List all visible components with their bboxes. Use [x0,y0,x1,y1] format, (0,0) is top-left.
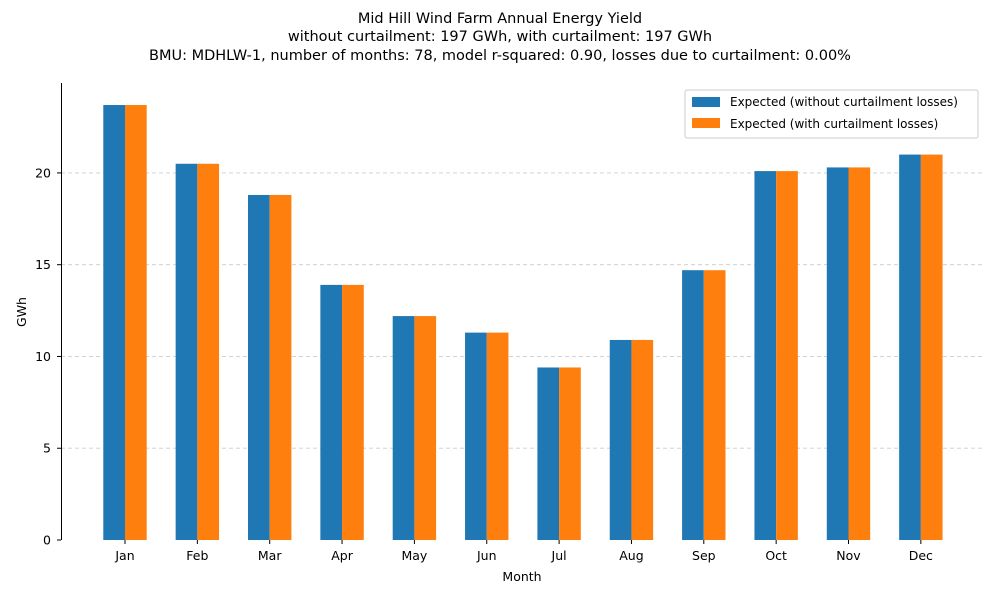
legend-frame [684,89,979,139]
chart-title: Mid Hill Wind Farm Annual Energy Yield w… [149,11,851,64]
x-tick-label-jul: Jul [551,548,567,563]
bar-jul-without-curtailment [537,367,560,540]
x-tick-label-aug: Aug [619,548,643,563]
x-tick-label-oct: Oct [765,548,787,563]
x-tick-label-sep: Sep [692,548,716,563]
x-tick-label-jan: Jan [114,548,134,563]
bar-feb-without-curtailment [175,163,198,541]
y-tick-label: 20 [35,165,51,180]
bar-nov-with-curtailment [848,167,871,540]
chart-title-line-2: without curtailment: 197 GWh, with curta… [288,29,712,45]
bar-jan-with-curtailment [125,105,147,540]
legend: Expected (without curtailment losses) Ex… [684,89,979,139]
bar-apr-with-curtailment [342,284,364,540]
legend-swatch-without-curtailment [692,97,720,107]
x-tick-label-mar: Mar [258,548,282,563]
bar-dec-with-curtailment [920,154,943,540]
chart-title-line-3: BMU: MDHLW-1, number of months: 78, mode… [149,48,851,64]
legend-label-without-curtailment: Expected (without curtailment losses) [730,95,958,109]
bar-jun-with-curtailment [486,332,509,540]
x-tick-label-apr: Apr [331,548,353,563]
y-tick-label: 5 [43,441,51,456]
x-tick-label-may: May [401,548,427,563]
y-tick-label: 0 [43,533,51,548]
x-tick-label-dec: Dec [909,548,933,563]
bar-mar-without-curtailment [248,194,270,541]
bar-jul-with-curtailment [559,367,581,540]
bar-jun-without-curtailment [465,332,487,540]
bars [103,105,943,541]
bar-mar-with-curtailment [269,194,292,541]
bar-aug-with-curtailment [631,339,654,540]
bar-oct-without-curtailment [754,171,777,541]
x-tick-label-nov: Nov [836,548,861,563]
bar-dec-without-curtailment [899,154,921,540]
y-axis-label: GWh [14,297,29,327]
x-tick-label-jun: Jun [476,548,497,563]
bar-apr-without-curtailment [320,284,343,540]
y-tick-label: 15 [35,257,51,272]
bar-nov-without-curtailment [826,167,849,540]
y-ticks: 0 5 10 15 20 [35,165,61,548]
bar-oct-with-curtailment [776,171,798,541]
x-axis-label: Month [502,569,541,584]
legend-swatch-with-curtailment [692,118,720,128]
x-tick-label-feb: Feb [186,548,208,563]
x-ticks: Jan Feb Mar Apr May Jun Jul Aug Sep Oct Nov Dec [114,540,933,563]
bar-may-with-curtailment [414,316,437,540]
bar-feb-with-curtailment [197,163,220,541]
bar-sep-with-curtailment [703,270,726,540]
legend-label-with-curtailment: Expected (with curtailment losses) [730,117,938,131]
y-tick-label: 10 [35,349,51,364]
bar-may-without-curtailment [392,316,415,540]
bar-jan-without-curtailment [103,105,125,540]
bar-aug-without-curtailment [609,339,632,540]
bar-sep-without-curtailment [682,270,704,540]
chart-title-line-1: Mid Hill Wind Farm Annual Energy Yield [358,11,642,27]
